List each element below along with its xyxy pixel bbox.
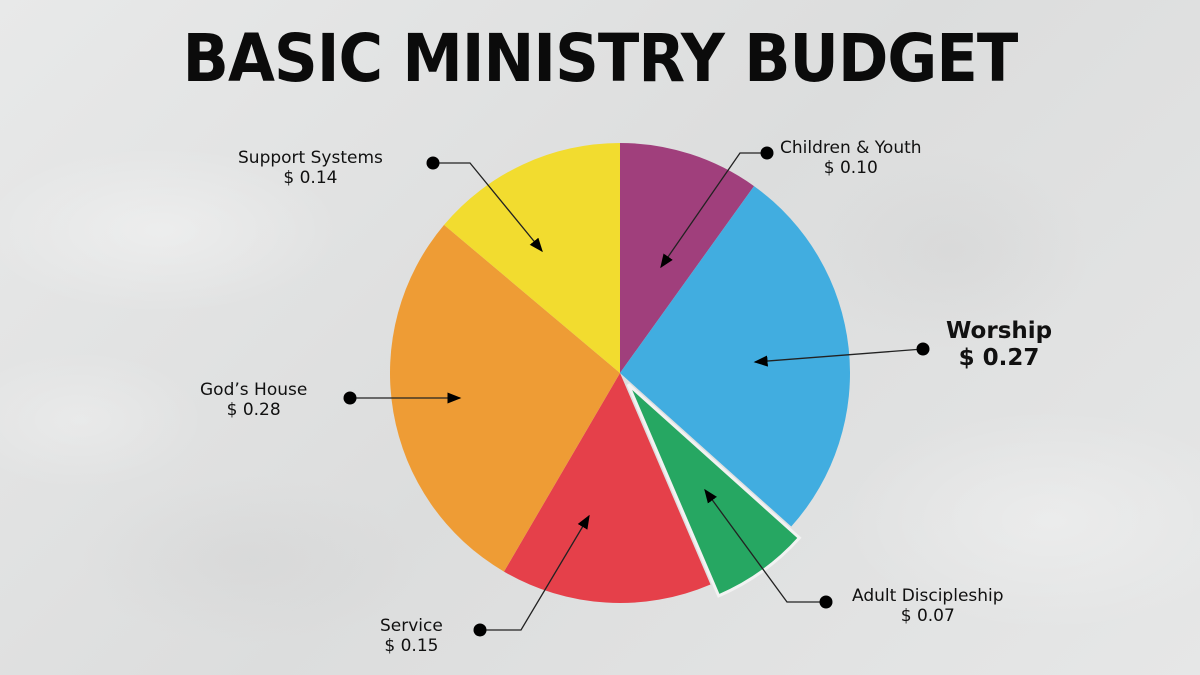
label-children-youth: Children & Youth $ 0.10 bbox=[780, 138, 922, 178]
label-gods-house: God’s House $ 0.28 bbox=[200, 380, 308, 420]
leader-dot-icon bbox=[819, 595, 833, 609]
pie-slice-children-youth bbox=[620, 143, 755, 373]
leader-arrow bbox=[704, 488, 826, 603]
leader-lines bbox=[343, 146, 930, 637]
leader-dot-icon bbox=[760, 146, 774, 160]
leader-dot-icon bbox=[916, 342, 930, 356]
pie-slice-service bbox=[503, 373, 711, 603]
pie-slice-god-s-house bbox=[390, 224, 620, 572]
label-adult-discipleship: Adult Discipleship $ 0.07 bbox=[852, 586, 1004, 626]
chart-title: BASIC MINISTRY BUDGET bbox=[182, 20, 1019, 97]
label-support-systems: Support Systems $ 0.14 bbox=[238, 148, 383, 188]
leader-arrow bbox=[433, 162, 543, 253]
label-service: Service $ 0.15 bbox=[380, 616, 443, 656]
leader-arrow bbox=[480, 514, 590, 631]
pie-slice-support-systems bbox=[444, 143, 620, 373]
leader-dot-icon bbox=[426, 156, 440, 170]
label-worship: Worship $ 0.27 bbox=[946, 318, 1053, 371]
pie-slices bbox=[390, 143, 850, 603]
pie-slice-worship bbox=[620, 186, 850, 527]
leader-dot-icon bbox=[343, 391, 357, 405]
leader-dot-icon bbox=[473, 623, 487, 637]
leader-arrow bbox=[753, 348, 924, 367]
leader-arrow bbox=[660, 152, 767, 269]
